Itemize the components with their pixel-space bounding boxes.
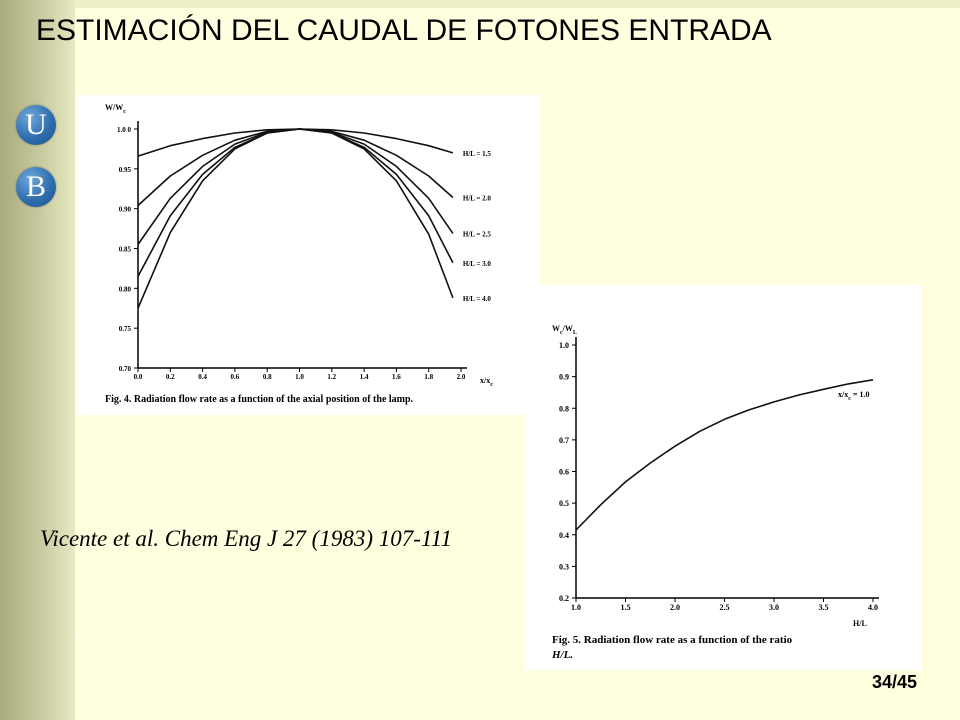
x-tick-label: 1.2 xyxy=(327,373,336,381)
x-tick-label: 1.0 xyxy=(295,373,304,381)
y-tick-label: 0.75 xyxy=(119,325,132,333)
y-tick-label: 0.5 xyxy=(559,499,569,508)
series-label: H/L = 1.5 xyxy=(463,150,491,158)
series-line xyxy=(575,379,874,531)
logo-u-icon: U xyxy=(16,105,56,145)
y-tick-label: 0.85 xyxy=(119,246,132,254)
x-tick-label: 0.8 xyxy=(263,373,272,381)
figure-4: W/Wc x/xc Fig. 4. Radiation flow rate as… xyxy=(78,95,540,415)
x-tick-label: 3.5 xyxy=(819,603,829,612)
series-label: H/L = 2.5 xyxy=(463,230,491,238)
x-tick-label: 2.0 xyxy=(457,373,466,381)
x-tick-label: 1.6 xyxy=(392,373,401,381)
x-tick-label: 0.2 xyxy=(166,373,175,381)
fig5-caption-line2: H/L. xyxy=(551,649,573,661)
figure-5-chart: Wc/WL H/L x/xc = 1.0 Fig. 5. Radiation f… xyxy=(551,324,879,661)
x-tick-label: 0.4 xyxy=(198,373,207,381)
series-line xyxy=(137,128,454,157)
series-label: H/L = 3.0 xyxy=(463,260,491,268)
x-tick-label: 3.0 xyxy=(769,603,779,612)
x-tick-label: 1.4 xyxy=(360,373,369,381)
fig4-xlabel: x/xc xyxy=(480,376,493,388)
y-tick-label: 1.0 xyxy=(559,341,569,350)
y-tick-label: 0.95 xyxy=(119,166,132,174)
x-tick-label: 2.5 xyxy=(720,603,730,612)
series-label: H/L = 4.0 xyxy=(463,295,491,303)
x-tick-label: 1.8 xyxy=(424,373,433,381)
x-tick-label: 2.0 xyxy=(670,603,680,612)
y-tick-label: 0.7 xyxy=(559,436,569,445)
y-tick-label: 0.9 xyxy=(559,373,569,382)
series-line xyxy=(137,128,454,309)
x-tick-label: 4.0 xyxy=(868,603,878,612)
citation: Vicente et al. Chem Eng J 27 (1983) 107-… xyxy=(40,526,452,551)
fig4-caption: Fig. 4. Radiation flow rate as a functio… xyxy=(105,394,414,405)
x-tick-label: 1.0 xyxy=(571,603,581,612)
x-tick-label: 0.0 xyxy=(134,373,143,381)
series-label: H/L = 2.0 xyxy=(463,195,491,203)
slide-title: ESTIMACIÓN DEL CAUDAL DE FOTONES ENTRADA xyxy=(36,14,772,47)
y-tick-label: 0.8 xyxy=(559,404,569,413)
page-number: 34/45 xyxy=(872,672,918,692)
fig5-ylabel: Wc/WL xyxy=(552,324,577,336)
y-tick-label: 0.6 xyxy=(559,468,569,477)
fig4-ylabel: W/Wc xyxy=(105,103,126,115)
fig5-annotation: x/xc = 1.0 xyxy=(838,390,869,402)
top-band xyxy=(0,0,960,8)
logo-b-icon: B xyxy=(16,167,56,207)
y-tick-label: 0.90 xyxy=(119,206,132,214)
x-tick-label: 0.6 xyxy=(231,373,240,381)
y-tick-label: 0.2 xyxy=(559,594,569,603)
y-tick-label: 0.80 xyxy=(119,285,132,293)
fig5-caption-line1: Fig. 5. Radiation flow rate as a functio… xyxy=(552,634,793,646)
x-tick-label: 1.5 xyxy=(621,603,631,612)
y-tick-label: 0.70 xyxy=(119,365,132,373)
series-line xyxy=(137,128,454,277)
y-tick-label: 1.0 0 xyxy=(117,126,132,134)
y-tick-label: 0.4 xyxy=(559,531,569,540)
fig5-xlabel: H/L xyxy=(853,619,867,628)
y-tick-label: 0.3 xyxy=(559,562,569,571)
figure-4-chart: W/Wc x/xc Fig. 4. Radiation flow rate as… xyxy=(105,103,493,405)
figure-5: Wc/WL H/L x/xc = 1.0 Fig. 5. Radiation f… xyxy=(525,285,922,670)
